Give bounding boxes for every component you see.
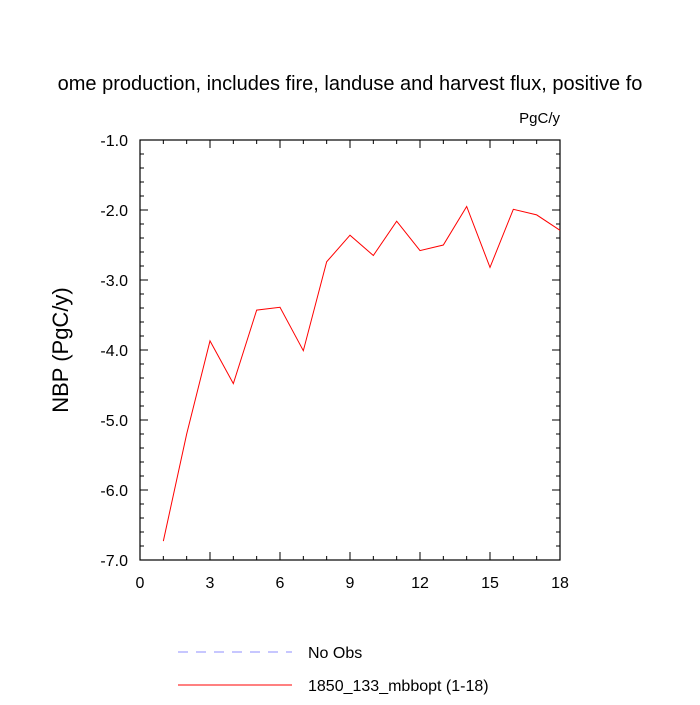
y-tick-label: -7.0 xyxy=(100,553,128,570)
axis-ticks: 0 3 6 9 12 15 18 -1.0 -2.0 -3.0 -4.0 -5.0 -6.0 -7.0 xyxy=(100,133,569,592)
y-tick-label: -1.0 xyxy=(100,133,128,150)
y-tick-label: -5.0 xyxy=(100,413,128,430)
x-tick-label: 18 xyxy=(551,575,569,592)
y-axis-label: NBP (PgC/y) xyxy=(48,287,73,413)
series-layer xyxy=(162,205,561,542)
x-tick-label: 3 xyxy=(206,575,215,592)
legend-entry-label: 1850_133_mbbopt (1-18) xyxy=(308,678,489,695)
legend: No Obs 1850_133_mbbopt (1-18) xyxy=(178,645,489,695)
x-tick-label: 12 xyxy=(411,575,429,592)
x-tick-label: 0 xyxy=(136,575,145,592)
x-tick-label: 9 xyxy=(346,575,355,592)
chart-title: ome production, includes fire, landuse a… xyxy=(58,73,643,95)
y-tick-label: -3.0 xyxy=(100,273,128,290)
y-tick-label: -4.0 xyxy=(100,343,128,360)
units-label: PgC/y xyxy=(519,110,560,127)
x-tick-label: 6 xyxy=(276,575,285,592)
y-tick-label: -2.0 xyxy=(100,203,128,220)
legend-entry-label: No Obs xyxy=(308,645,362,662)
plot-frame xyxy=(139,139,561,561)
y-tick-label: -6.0 xyxy=(100,483,128,500)
x-tick-label: 15 xyxy=(481,575,499,592)
series-line xyxy=(162,205,561,542)
